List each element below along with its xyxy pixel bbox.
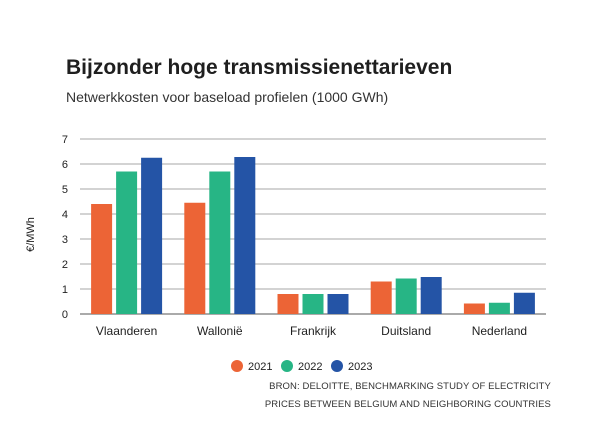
bar-2023-vlaanderen (141, 157, 163, 314)
bar-2022-duitsland (395, 278, 417, 314)
legend-marker-2023 (331, 360, 343, 372)
bar-2023-nederland (513, 292, 535, 314)
y-tick-label: 4 (62, 209, 68, 221)
bar-2022-vlaanderen (116, 171, 138, 314)
source-line-2: PRICES BETWEEN BELGIUM AND NEIGHBORING C… (264, 399, 551, 410)
bar-2023-frankrijk (327, 294, 349, 314)
bar-2021-duitsland (370, 281, 392, 314)
legend-marker-2022 (281, 360, 293, 372)
bar-2021-wallonië (184, 202, 206, 314)
bar-2022-frankrijk (302, 294, 324, 314)
y-axis-label: €/MWh (25, 217, 37, 252)
y-tick-label: 1 (62, 284, 68, 296)
y-tick-label: 2 (62, 259, 68, 271)
legend-marker-2021 (231, 360, 243, 372)
x-tick-label: Nederland (472, 324, 527, 338)
y-tick-label: 6 (62, 159, 68, 171)
bar-2021-frankrijk (277, 294, 299, 314)
y-tick-label: 5 (62, 184, 68, 196)
bar-2023-duitsland (420, 277, 442, 314)
x-tick-label: Duitsland (381, 324, 431, 338)
y-tick-label: 3 (62, 234, 68, 246)
bar-2023-wallonië (234, 157, 256, 314)
legend-label: 2022 (298, 361, 322, 373)
y-tick-label: 7 (62, 134, 68, 146)
bar-2022-wallonië (209, 171, 231, 314)
source-line-1: BRON: DELOITTE, BENCHMARKING STUDY OF EL… (269, 381, 551, 392)
x-tick-label: Wallonië (197, 324, 243, 338)
bar-2021-vlaanderen (91, 204, 113, 314)
chart-subtitle: Netwerkkosten voor baseload profielen (1… (66, 89, 389, 105)
legend-label: 2021 (248, 361, 272, 373)
legend-label: 2023 (348, 361, 372, 373)
bar-2022-nederland (488, 302, 510, 314)
chart-title: Bijzonder hoge transmissienettarieven (66, 56, 453, 79)
bar-2021-nederland (463, 303, 485, 314)
y-tick-label: 0 (62, 309, 68, 321)
x-tick-label: Frankrijk (290, 324, 337, 338)
x-tick-label: Vlaanderen (96, 324, 157, 338)
